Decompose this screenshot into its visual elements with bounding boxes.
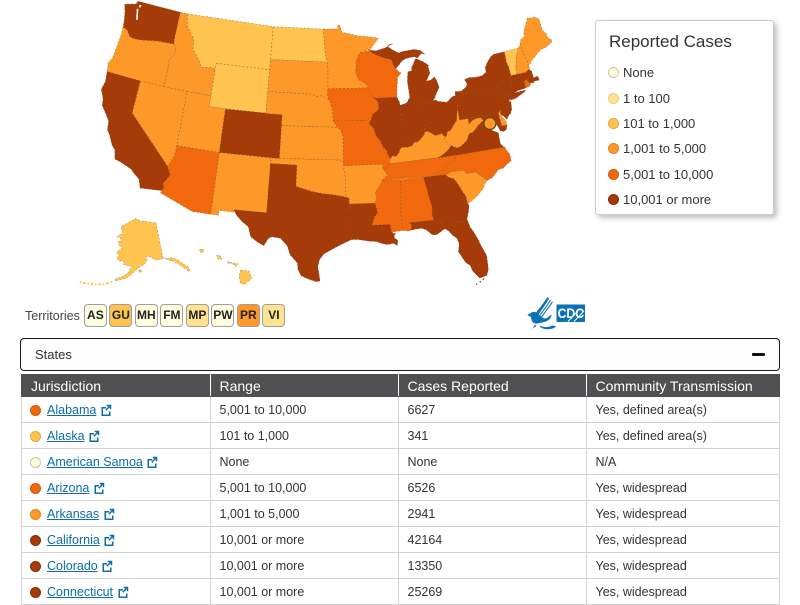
svg-text:CDC: CDC [558, 305, 585, 321]
